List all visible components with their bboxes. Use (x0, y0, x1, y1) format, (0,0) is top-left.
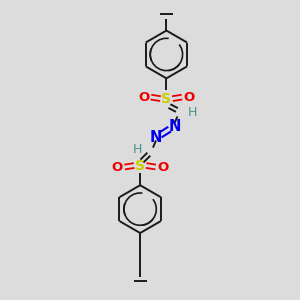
Text: N: N (168, 119, 181, 134)
Text: O: O (157, 160, 169, 173)
Text: O: O (112, 160, 123, 173)
Text: H: H (133, 143, 142, 156)
Text: S: S (135, 158, 145, 172)
Text: H: H (188, 106, 197, 119)
Text: N: N (149, 130, 162, 145)
Text: O: O (184, 91, 195, 103)
Text: S: S (161, 92, 171, 106)
Text: O: O (138, 91, 149, 103)
